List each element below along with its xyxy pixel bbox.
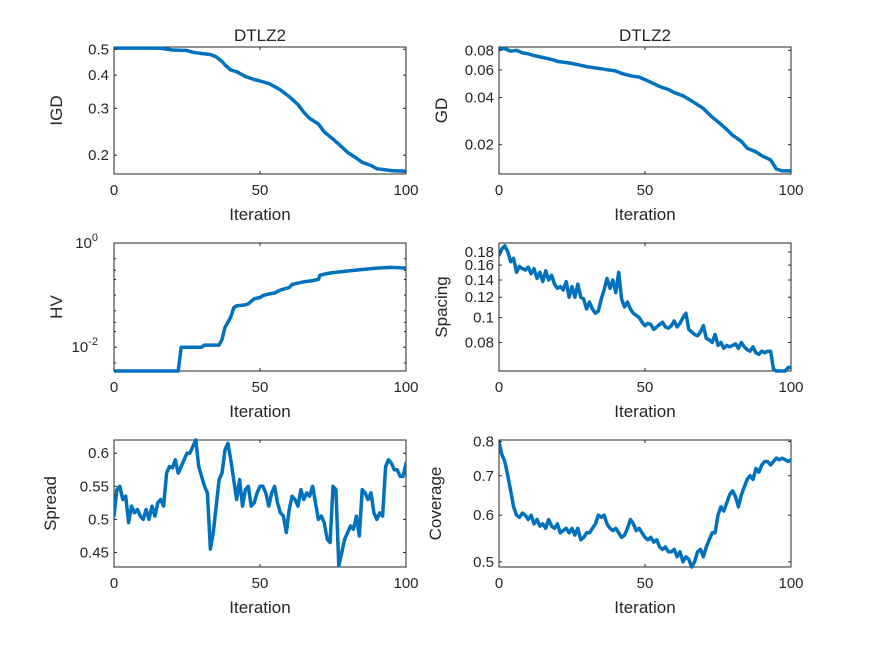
x-axis-label: Iteration [229,402,290,421]
y-tick-label: 0.12 [465,289,494,306]
y-tick-label: 0.14 [465,272,494,289]
y-tick-label: 0.08 [465,335,494,352]
y-tick-label: 0.55 [80,478,109,495]
x-axis-label: Iteration [614,205,675,224]
y-axis-label: Spread [41,476,60,531]
y-tick-label: 0.4 [88,67,109,84]
series-line [499,46,791,173]
x-tick-label: 50 [637,182,654,199]
y-axis-label: Spacing [432,276,451,337]
y-tick-label: 100 [75,232,98,252]
plot-area [113,242,407,372]
y-tick-label: 0.6 [88,445,109,462]
plot-area [498,439,792,568]
x-axis-label: Iteration [614,598,675,617]
x-tick-label: 100 [778,182,803,199]
x-axis-label: Iteration [229,598,290,617]
x-tick-label: 0 [110,182,118,199]
y-tick-label: 0.5 [473,554,494,571]
y-tick-label: 0.18 [465,244,494,261]
series-line [114,265,406,373]
series-line [114,438,406,568]
y-axis-label: HV [47,295,66,319]
x-tick-label: 0 [495,379,503,396]
x-tick-label: 0 [110,575,118,592]
plot-area [498,46,792,175]
chart-title: DTLZ2 [619,26,671,45]
y-tick-label: 0.1 [473,310,494,327]
x-tick-label: 100 [778,379,803,396]
y-axis-label: Coverage [426,467,445,541]
x-tick-label: 50 [637,379,654,396]
plot-area [498,242,792,372]
subplot-coverage: 0 50 100 0.5 0.6 0.7 0.8 Iteration Coverage [426,434,804,617]
y-axis-label: IGD [47,95,66,125]
y-tick-label: 0.5 [88,511,109,528]
x-tick-label: 0 [110,379,118,396]
y-tick-label: 0.16 [465,257,494,274]
series-line [499,439,791,569]
x-tick-label: 50 [637,575,654,592]
y-tick-label: 0.06 [465,62,494,79]
chart-title: DTLZ2 [234,26,286,45]
x-tick-label: 100 [393,575,418,592]
series-line [114,46,406,174]
subplot-spacing: 0 50 100 0.08 0.1 0.120.140.160.18 Iteration Sp… [432,242,804,421]
y-tick-label: 0.7 [473,468,494,485]
y-tick-label: 0.5 [88,41,109,58]
y-axis-label: GD [432,98,451,124]
x-tick-label: 100 [778,575,803,592]
x-tick-label: 100 [393,379,418,396]
subplot-gd: 0 50 100 0.02 0.04 0.06 0.08 Iteration GD DTLZ2 [432,26,804,224]
x-tick-label: 50 [252,575,269,592]
x-tick-label: 50 [252,182,269,199]
y-tick-label: 0.6 [473,507,494,524]
y-tick-label: 0.45 [80,544,109,561]
x-tick-label: 100 [393,182,418,199]
subplot-hv: 0 50 100 10-2 100 Iteration HV [47,232,419,421]
subplot-spread: 0 50 100 0.45 0.5 0.55 0.6 Iteration Spread [41,438,419,617]
y-tick-label: 0.08 [465,42,494,59]
x-tick-label: 0 [495,575,503,592]
x-tick-label: 50 [252,379,269,396]
series-line [499,244,791,373]
y-tick-label: 10-2 [72,336,98,356]
y-tick-label: 0.02 [465,137,494,154]
plot-area [113,46,407,175]
subplot-igd: 0 50 100 0.2 0.3 0.4 0.5 Iteration IGD DTLZ2 [47,26,419,224]
y-tick-label: 0.8 [473,434,494,451]
x-tick-label: 0 [495,182,503,199]
y-tick-label: 0.04 [465,89,494,106]
y-tick-label: 0.2 [88,147,109,164]
x-axis-label: Iteration [229,205,290,224]
x-axis-label: Iteration [614,402,675,421]
y-tick-label: 0.3 [88,100,109,117]
